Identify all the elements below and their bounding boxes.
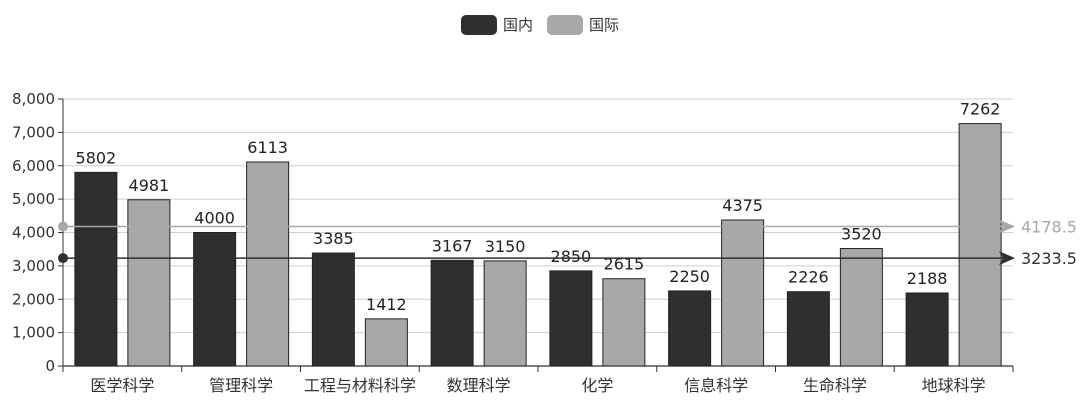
x-tick-label: 生命科学 xyxy=(803,376,867,395)
legend-label-domestic: 国内 xyxy=(502,16,533,34)
bar-international[interactable] xyxy=(246,161,290,367)
data-label: 2188 xyxy=(907,269,948,288)
x-tick-label: 信息科学 xyxy=(684,376,748,395)
data-label: 1412 xyxy=(366,295,407,314)
y-tick-label: 6,000 xyxy=(12,157,55,175)
bar-domestic[interactable] xyxy=(549,270,593,367)
legend: 国内 国际 xyxy=(0,14,1080,35)
mark-line-start-dot xyxy=(58,221,68,232)
data-label: 4000 xyxy=(194,209,235,228)
bar-domestic[interactable] xyxy=(311,252,355,367)
data-label: 7262 xyxy=(960,100,1001,119)
y-tick-label: 3,000 xyxy=(12,257,55,275)
bar-domestic[interactable] xyxy=(430,259,474,367)
mark-line-arrow xyxy=(999,251,1015,266)
mark-line-start-dot xyxy=(58,253,68,264)
bar-international[interactable] xyxy=(958,123,1002,367)
mark-line-label: 3233.5 xyxy=(1021,249,1077,268)
data-label: 4375 xyxy=(722,196,763,215)
x-tick-label: 化学 xyxy=(581,376,613,395)
legend-item-domestic[interactable]: 国内 xyxy=(460,14,533,35)
x-tick-label: 工程与材料科学 xyxy=(304,376,416,395)
data-label: 2250 xyxy=(669,267,710,286)
data-label: 3167 xyxy=(432,236,473,255)
data-label: 3520 xyxy=(841,225,882,244)
y-tick-label: 5,000 xyxy=(12,190,55,208)
data-label: 3385 xyxy=(313,229,354,248)
data-label: 2850 xyxy=(551,247,592,266)
bar-domestic[interactable] xyxy=(786,291,830,367)
x-tick-label: 数理科学 xyxy=(447,376,511,395)
y-tick-label: 8,000 xyxy=(12,90,55,108)
legend-item-international[interactable]: 国际 xyxy=(547,14,619,35)
data-label: 2615 xyxy=(604,255,645,274)
y-tick-label: 7,000 xyxy=(12,123,55,141)
bar-domestic[interactable] xyxy=(193,232,237,367)
bar-international[interactable] xyxy=(127,199,171,367)
bar-domestic[interactable] xyxy=(74,171,118,367)
mark-line-arrow xyxy=(999,219,1015,234)
bar-international[interactable] xyxy=(364,318,408,367)
mark-line-label: 4178.5 xyxy=(1021,218,1077,237)
bar-international[interactable] xyxy=(839,248,883,367)
bar-domestic[interactable] xyxy=(668,290,712,367)
legend-swatch-international xyxy=(547,14,583,35)
y-tick-label: 4,000 xyxy=(12,224,55,242)
bar-domestic[interactable] xyxy=(905,292,949,367)
bar-international[interactable] xyxy=(602,278,646,367)
x-tick-label: 管理科学 xyxy=(209,376,273,395)
data-label: 6113 xyxy=(247,138,288,157)
data-label: 3150 xyxy=(485,237,526,256)
legend-label-international: 国际 xyxy=(589,16,620,34)
legend-swatch-domestic xyxy=(460,14,497,35)
bar-international[interactable] xyxy=(483,260,527,367)
x-tick-label: 地球科学 xyxy=(922,376,986,395)
x-tick-label: 医学科学 xyxy=(90,376,154,395)
data-label: 5802 xyxy=(76,148,117,167)
y-tick-label: 0 xyxy=(45,357,55,375)
data-label: 4981 xyxy=(129,176,170,195)
y-tick-label: 2,000 xyxy=(12,290,55,308)
data-label: 2226 xyxy=(788,268,829,287)
bar-international[interactable] xyxy=(721,219,765,367)
y-tick-label: 1,000 xyxy=(12,324,55,342)
